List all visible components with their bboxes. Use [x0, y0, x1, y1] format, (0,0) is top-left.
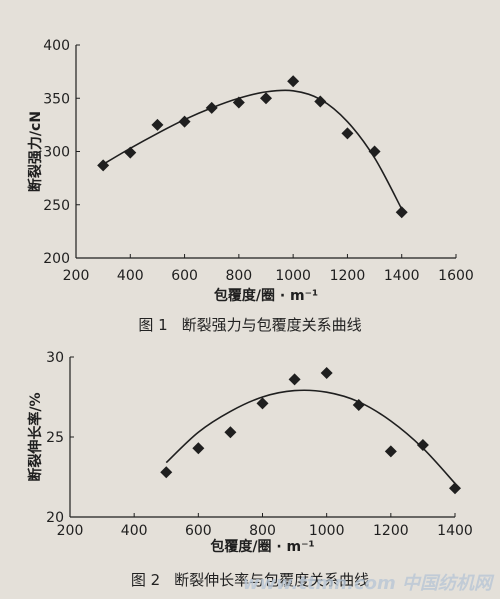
- chart-2-data-point: [160, 466, 173, 479]
- chart-2-data-point: [256, 397, 269, 410]
- chart-1-data-point: [395, 206, 408, 219]
- chart-1-x-axis-title: 包覆度/圈 · m⁻¹: [214, 287, 318, 304]
- chart-1-x-tick-label: 1600: [438, 268, 474, 284]
- chart-1-data-point: [232, 96, 245, 109]
- chart-2-x-tick-label: 600: [185, 523, 212, 539]
- figure-1-caption-text: 断裂强力与包覆度关系曲线: [181, 316, 362, 334]
- chart-2-data-point: [192, 442, 205, 455]
- chart-2-trend-line: [165, 389, 456, 484]
- figure-2-caption: 图 2 断裂伸长率与包覆度关系曲线: [0, 569, 500, 590]
- chart-1-y-tick-label: 350: [43, 91, 70, 107]
- chart-1-x-tick-label: 800: [225, 268, 252, 284]
- chart-2-data-point: [384, 445, 397, 458]
- chart-1-x-tick-label: 200: [63, 268, 90, 284]
- chart-2-data-point: [288, 373, 301, 386]
- chart-2-y-tick-label: 20: [46, 510, 64, 526]
- chart-2-x-tick-label: 200: [57, 523, 84, 539]
- chart-1-data-point: [97, 159, 110, 172]
- chart-1-x-tick-label: 1400: [384, 268, 420, 284]
- chart-1-y-axis-title: 断裂强力/cN: [27, 111, 44, 192]
- chart-2-data-point: [320, 367, 333, 379]
- chart-2-data-point: [449, 482, 461, 495]
- watermark: www.ttmn.com 中国纺机网: [242, 573, 492, 594]
- chart-1-svg: 200 400 600 800 1000 1200 1400 1600 200 250 300 350…: [27, 38, 474, 304]
- figure-1-number: 图 1: [138, 316, 168, 334]
- figure-2-number: 图 2: [130, 571, 161, 589]
- chart-1-y-tick-label: 250: [43, 198, 70, 214]
- chart-2-data-point: [416, 439, 429, 451]
- chart-2-x-tick-label: 1200: [373, 523, 409, 539]
- chart-1-y-tick-label: 300: [43, 145, 70, 161]
- chart-1-data-point: [287, 75, 300, 88]
- figure-1-caption: 图 1 断裂强力与包覆度关系曲线: [0, 314, 500, 335]
- chart-2-svg: 200 400 600 800 1000 1200 1400 20 25 30 包覆度/圈 · m⁻…: [27, 350, 473, 555]
- chart-1-data-point: [260, 92, 272, 105]
- chart-2-x-axis-title: 包覆度/圈 · m⁻¹: [210, 538, 314, 555]
- figure-2-caption-text: 断裂伸长率与包覆度关系曲线: [174, 571, 370, 589]
- figure-1: 200 400 600 800 1000 1200 1400 1600 200 250 300 350…: [0, 38, 500, 335]
- chart-1-data-point: [151, 118, 164, 131]
- chart-1-data-point: [124, 146, 137, 159]
- chart-1-x-tick-label: 1000: [275, 268, 311, 284]
- chart-2-x-tick-label: 400: [121, 523, 148, 539]
- chart-1-y-tick-label: 200: [43, 251, 70, 267]
- chart-2-y-axis-title: 断裂伸长率/%: [27, 392, 44, 481]
- chart-1-trend-line: [102, 89, 403, 210]
- chart-1-data-point: [341, 127, 354, 140]
- chart-1-data-point: [205, 101, 218, 114]
- chart-2-data-point: [352, 399, 365, 411]
- chart-2-x-tick-label: 800: [249, 523, 276, 539]
- chart-2-x-tick-label: 1400: [437, 523, 473, 539]
- chart-1-data-point: [314, 95, 327, 108]
- chart-1-data-point: [368, 145, 381, 158]
- chart-2-y-tick-label: 25: [46, 430, 64, 446]
- chart-1-data-point: [178, 115, 191, 128]
- chart-1-y-tick-label: 400: [43, 38, 70, 54]
- chart-1-x-tick-label: 600: [171, 268, 198, 284]
- chart-2-y-tick-label: 30: [46, 350, 64, 366]
- chart-2-data-point: [224, 426, 237, 439]
- chart-1-x-tick-label: 1200: [330, 268, 366, 284]
- chart-1-x-tick-label: 400: [117, 268, 144, 284]
- chart-2-x-tick-label: 1000: [309, 523, 345, 539]
- figure-2: 200 400 600 800 1000 1200 1400 20 25 30 包覆度/圈 · m⁻…: [0, 345, 500, 599]
